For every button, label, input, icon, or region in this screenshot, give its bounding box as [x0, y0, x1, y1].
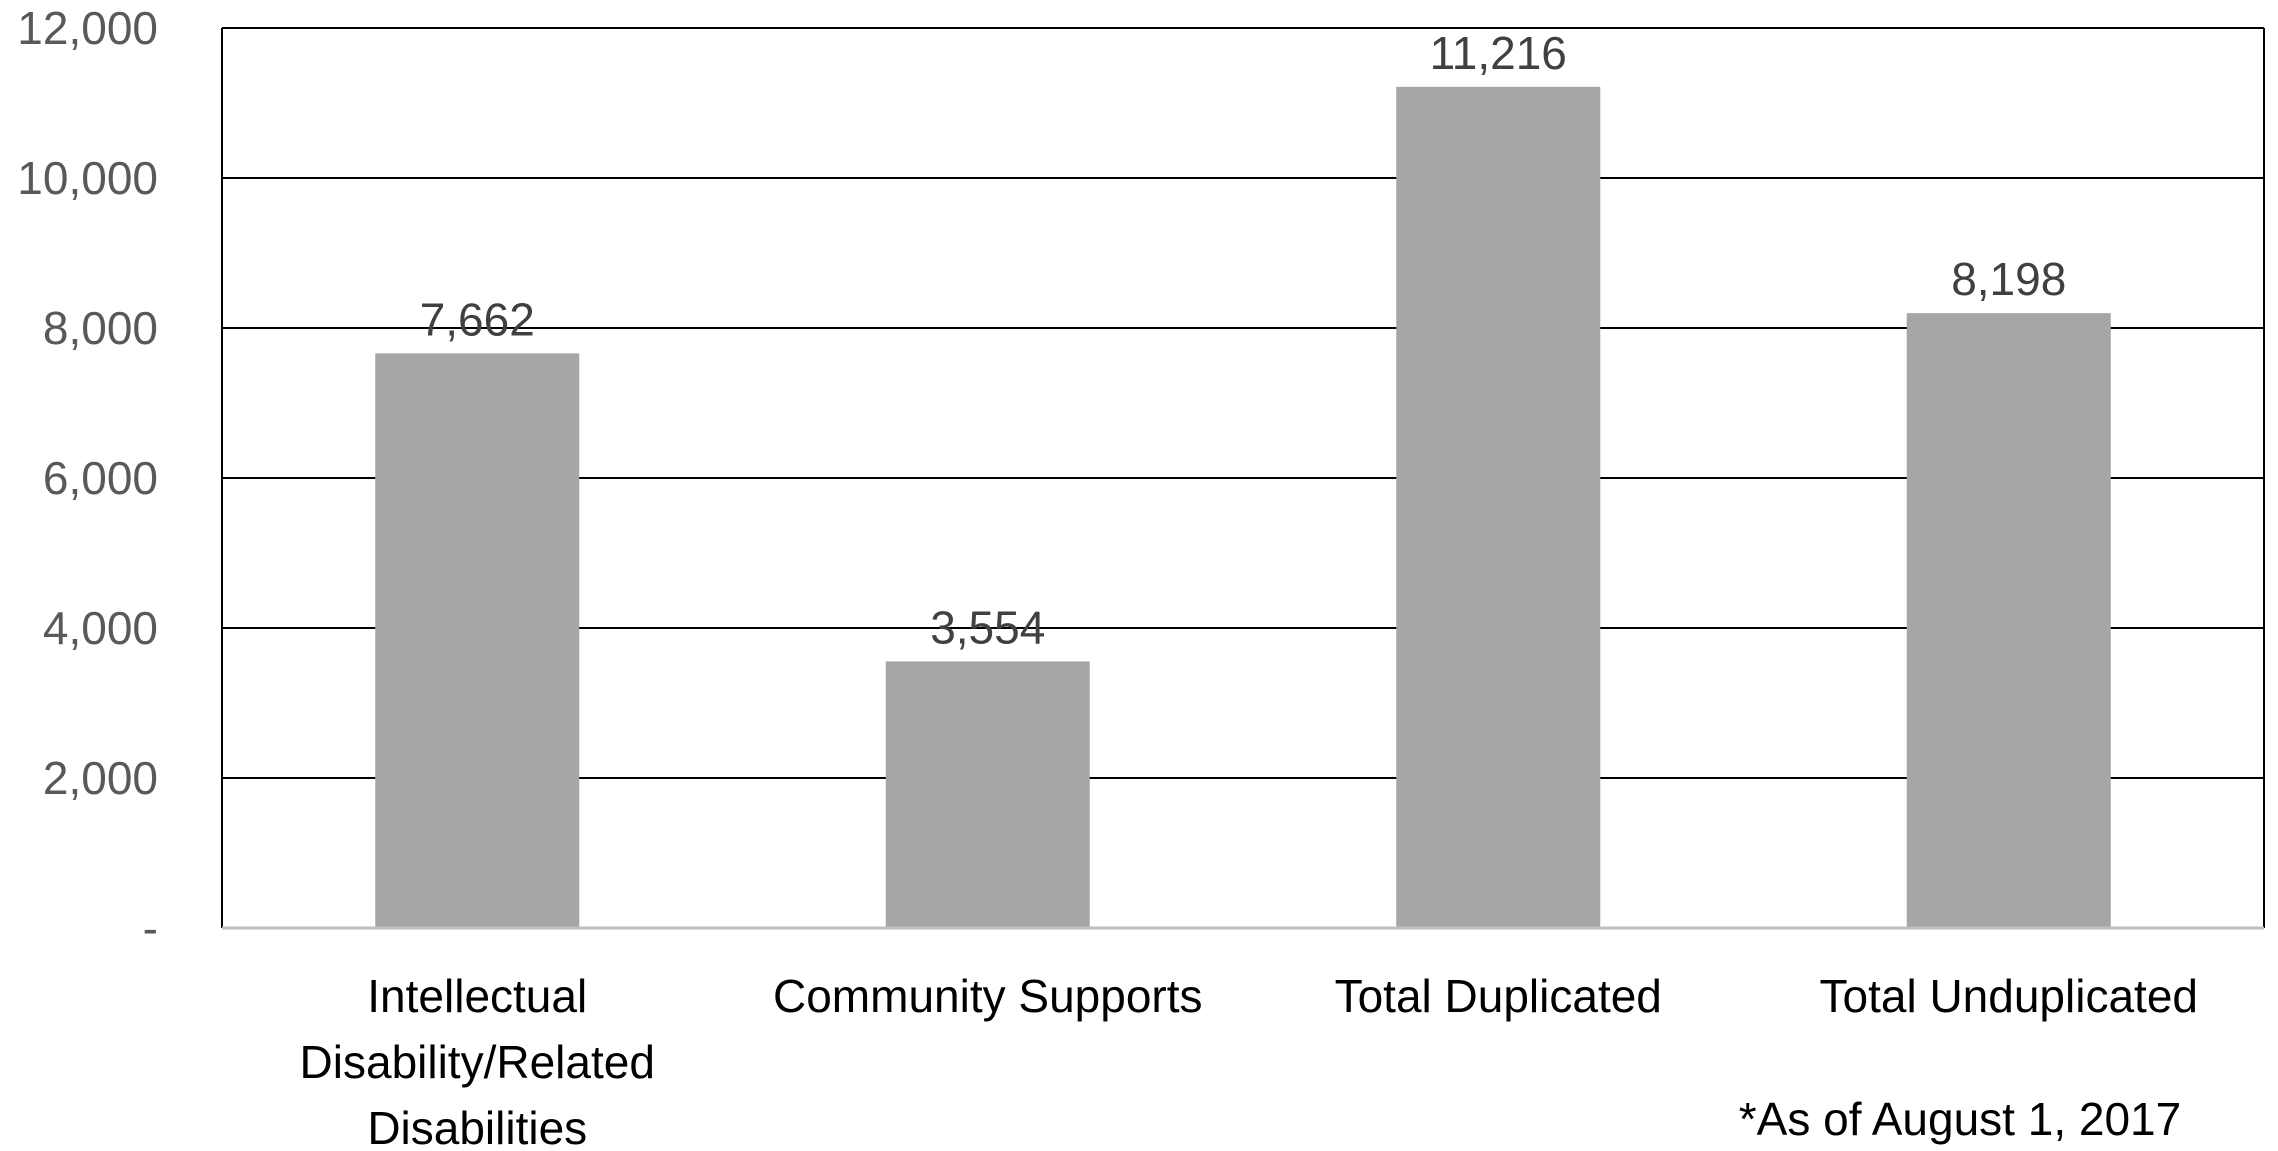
- y-tick-label: 8,000: [43, 302, 158, 354]
- y-tick-label: 6,000: [43, 452, 158, 504]
- bar: [1906, 313, 2111, 928]
- x-tick-label: Intellectual Disability/Related Disabiliti…: [300, 970, 655, 1151]
- bars: [375, 86, 2111, 929]
- x-tick-labels: Intellectual Disability/Related Disabiliti…: [300, 970, 2198, 1151]
- bar: [1396, 86, 1601, 929]
- y-tick-labels: - 2,000 4,000 6,000 8,000 10,000 12,000: [17, 2, 158, 954]
- bar: [375, 353, 580, 929]
- axes: [221, 27, 2265, 930]
- y-tick-label: -: [143, 902, 158, 954]
- data-labels: 7,662 3,554 11,216 8,198: [420, 27, 2067, 654]
- data-label: 7,662: [420, 293, 535, 345]
- y-tick-label: 10,000: [17, 152, 158, 204]
- data-label: 11,216: [1430, 27, 1567, 79]
- x-tick-label-line: Total Unduplicated: [1820, 970, 2198, 1022]
- data-label: 8,198: [1951, 253, 2066, 305]
- x-tick-label: Total Unduplicated: [1820, 970, 2198, 1022]
- data-label: 3,554: [930, 601, 1045, 653]
- x-tick-label-line: Total Duplicated: [1335, 970, 1662, 1022]
- x-tick-label-line: Disabilities: [367, 1102, 587, 1151]
- x-tick-label: Total Duplicated: [1335, 970, 1662, 1022]
- as-of-note: *As of August 1, 2017: [1739, 1093, 2181, 1145]
- x-tick-label-line: Intellectual: [367, 970, 587, 1022]
- x-tick-label-line: Community Supports: [773, 970, 1203, 1022]
- x-tick-label: Community Supports: [773, 970, 1203, 1022]
- bar: [885, 661, 1090, 928]
- y-tick-label: 4,000: [43, 602, 158, 654]
- y-tick-label: 2,000: [43, 752, 158, 804]
- x-tick-label-line: Disability/Related: [300, 1036, 655, 1088]
- y-tick-label: 12,000: [17, 2, 158, 54]
